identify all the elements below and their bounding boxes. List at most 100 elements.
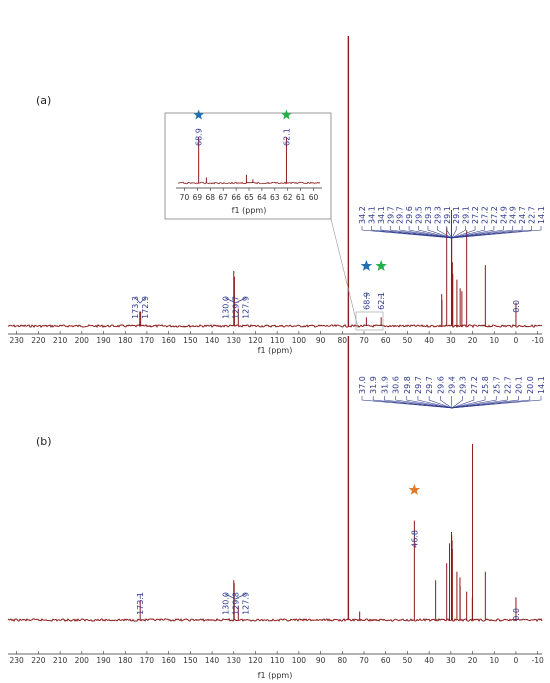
peak-label: 29.1 (462, 206, 471, 224)
peak-label: 34.2 (358, 206, 367, 224)
peak-label: 172.9 (141, 296, 150, 319)
peak-label: 31.9 (380, 376, 389, 394)
peak-label: 29.7 (425, 376, 434, 394)
spectrum-a-starred-labels: 68.9 62.1 0.0 (360, 260, 521, 313)
spectrum-panel-a: (a) 173.3 172.9 130.0 129.7 127.9 34.2 34.1 34… (7, 36, 546, 355)
peak-label: 14.1 (537, 206, 546, 224)
x-tick-label: 90 (316, 336, 326, 345)
x-tick-label: 70 (359, 656, 369, 665)
x-tick-label: 50 (403, 656, 413, 665)
peak-label: 130.0 (221, 296, 230, 319)
label-bracket (451, 226, 495, 239)
inset-x-tick-label: 67 (218, 193, 228, 202)
inset-x-tick-label: 65 (244, 193, 254, 202)
star-marker-icon (360, 260, 373, 271)
label-bracket (371, 226, 452, 239)
x-tick-label: 190 (96, 336, 111, 345)
peak-label: 20.1 (515, 376, 524, 394)
label-bracket (361, 226, 452, 239)
label-bracket (440, 396, 453, 409)
x-tick-label: 170 (140, 656, 155, 665)
x-tick-label: 60 (381, 656, 391, 665)
x-tick-label: 200 (75, 336, 90, 345)
spectrum-a-right-peak-labels: 34.2 34.1 34.1 29.7 29.7 29.6 29.5 29.3 29.3 29.1… (358, 206, 546, 239)
peak-label: 68.9 (362, 292, 371, 310)
spectrum-panel-b: (b) 173.1 130.0 129.8 127.9 37.0 31.9 31.9 30.… (7, 336, 546, 680)
panel-label-a: (a) (36, 94, 51, 107)
x-tick-label: 30 (446, 336, 456, 345)
label-bracket (437, 226, 453, 239)
peak-label: 127.9 (241, 592, 250, 615)
inset-x-tick-label: 69 (193, 193, 203, 202)
spectrum-a-left-peak-labels: 173.3 172.9 130.0 129.7 127.9 (131, 296, 250, 319)
inset-peak-label: 68.9 (195, 128, 204, 146)
label-bracket (451, 396, 508, 409)
x-tick-label: 20 (468, 656, 478, 665)
x-tick-label: 60 (381, 336, 391, 345)
peak-label: 30.6 (392, 376, 401, 394)
label-bracket (451, 226, 523, 239)
label-bracket (395, 396, 452, 409)
label-bracket (451, 396, 497, 409)
label-bracket (399, 226, 452, 239)
inset-peak-label: 62.1 (282, 128, 291, 146)
peak-label: 29.5 (415, 206, 424, 224)
inset-source-region (355, 311, 384, 331)
inset-baseline (177, 181, 321, 185)
peak-label: 29.7 (386, 206, 395, 224)
x-tick-label: 220 (31, 336, 46, 345)
x-tick-label: 230 (10, 336, 25, 345)
x-tick-label: 180 (118, 336, 133, 345)
peak-label: 130.0 (221, 592, 230, 615)
x-tick-label: 0 (514, 336, 519, 345)
x-tick-label: 140 (205, 656, 220, 665)
star-marker-icon (193, 109, 204, 120)
x-tick-label: 110 (270, 336, 285, 345)
peak-label: 127.9 (241, 296, 250, 319)
label-bracket (446, 226, 453, 239)
peak-label: 31.9 (369, 376, 378, 394)
peak-label: 20.0 (526, 376, 535, 394)
label-bracket (451, 226, 504, 239)
peak-label: 29.1 (452, 206, 461, 224)
label-bracket (417, 396, 452, 409)
spectrum-b-x-axis: 230 220 210 200 190 180 170 160 150 140 130 120 110 1… (8, 651, 544, 665)
inset-frame (164, 112, 332, 220)
label-bracket (451, 226, 457, 239)
peak-label: 29.7 (414, 376, 423, 394)
peak-label: 34.1 (367, 206, 376, 224)
label-bracket (451, 396, 542, 409)
x-tick-label: 10 (489, 656, 499, 665)
peak-label: 24.9 (499, 206, 508, 224)
peak-label: 173.1 (136, 592, 145, 615)
x-tick-label: 90 (316, 656, 326, 665)
x-tick-label: 130 (227, 336, 242, 345)
label-bracket (406, 396, 452, 409)
inset-x-axis-label: f1 (ppm) (232, 206, 267, 215)
x-tick-label: 100 (292, 656, 307, 665)
x-tick-label: -10 (532, 336, 544, 345)
peak-label: 29.8 (403, 376, 412, 394)
x-tick-label: 40 (424, 336, 434, 345)
peak-label: 129.8 (231, 592, 240, 615)
inset-x-tick-label: 62 (283, 193, 293, 202)
label-bracket (380, 226, 452, 239)
inset-x-tick-label: 66 (231, 193, 241, 202)
label-bracket (451, 226, 476, 239)
x-tick-label: 220 (31, 656, 46, 665)
label-bracket (389, 226, 452, 239)
x-tick-label: 50 (403, 336, 413, 345)
star-marker-icon (281, 109, 292, 120)
x-tick-label: 210 (53, 656, 68, 665)
x-tick-label: 70 (359, 336, 369, 345)
x-tick-label: 230 (10, 656, 25, 665)
label-bracket (451, 226, 542, 239)
spectrum-b-left-peak-labels: 173.1 130.0 129.8 127.9 (136, 592, 250, 615)
star-marker-icon (408, 484, 421, 495)
spectrum-a-trace (7, 36, 543, 329)
tms-label: 0.0 (512, 300, 521, 313)
x-tick-label: 40 (424, 656, 434, 665)
x-tick-label: 150 (183, 336, 198, 345)
x-axis-label-a: f1 (ppm) (258, 346, 293, 355)
peak-label: 22.7 (528, 206, 537, 224)
